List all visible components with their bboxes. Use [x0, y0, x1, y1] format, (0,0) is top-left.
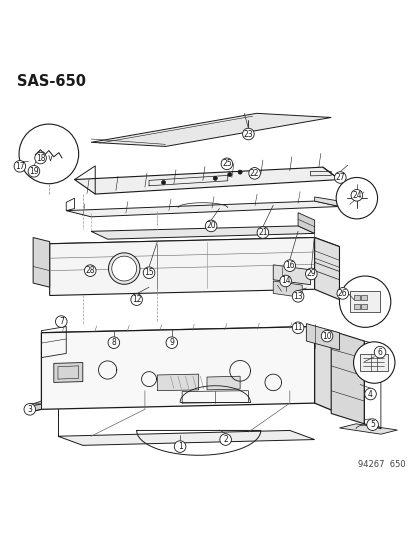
Circle shape — [28, 165, 40, 177]
Circle shape — [19, 124, 78, 184]
Circle shape — [166, 337, 177, 349]
Text: 27: 27 — [335, 173, 344, 182]
Text: 10: 10 — [321, 332, 331, 341]
Text: 4: 4 — [367, 390, 372, 399]
Polygon shape — [50, 238, 314, 295]
Circle shape — [292, 290, 303, 302]
Circle shape — [350, 190, 362, 201]
Circle shape — [227, 173, 231, 176]
Text: 15: 15 — [144, 268, 154, 277]
Polygon shape — [353, 295, 359, 301]
Polygon shape — [339, 424, 396, 434]
Text: 6: 6 — [377, 348, 382, 357]
Polygon shape — [314, 238, 339, 300]
Text: 9: 9 — [169, 338, 174, 347]
Circle shape — [55, 316, 67, 327]
Text: 3: 3 — [27, 405, 32, 414]
Circle shape — [161, 180, 165, 184]
Circle shape — [292, 322, 303, 334]
Circle shape — [335, 177, 377, 219]
Circle shape — [237, 170, 242, 174]
Circle shape — [248, 167, 260, 179]
Text: 18: 18 — [36, 154, 45, 163]
Circle shape — [108, 337, 119, 349]
Polygon shape — [29, 401, 41, 412]
Circle shape — [174, 441, 185, 453]
Polygon shape — [41, 327, 339, 344]
Polygon shape — [41, 327, 314, 409]
Polygon shape — [353, 304, 359, 309]
Polygon shape — [297, 213, 314, 233]
Text: 11: 11 — [293, 324, 302, 332]
Circle shape — [242, 128, 254, 140]
Text: 8: 8 — [111, 338, 116, 347]
Circle shape — [334, 172, 345, 183]
Circle shape — [353, 342, 394, 383]
Polygon shape — [66, 201, 339, 217]
Text: 24: 24 — [351, 191, 361, 200]
Text: 5: 5 — [369, 420, 374, 429]
Polygon shape — [360, 295, 366, 301]
Text: 23: 23 — [243, 130, 253, 139]
Text: 1: 1 — [177, 442, 182, 451]
Circle shape — [143, 267, 154, 279]
Circle shape — [366, 419, 377, 431]
Circle shape — [84, 265, 96, 277]
Circle shape — [279, 275, 291, 287]
Text: 14: 14 — [280, 277, 290, 286]
Polygon shape — [360, 304, 366, 309]
Circle shape — [364, 388, 375, 400]
Circle shape — [14, 160, 26, 172]
Circle shape — [205, 220, 216, 232]
Text: 25: 25 — [221, 159, 231, 168]
Circle shape — [336, 288, 348, 299]
Circle shape — [35, 152, 46, 164]
Circle shape — [320, 330, 332, 342]
Polygon shape — [273, 281, 301, 297]
Circle shape — [373, 346, 385, 358]
Polygon shape — [314, 327, 339, 414]
Polygon shape — [54, 362, 83, 382]
Text: 12: 12 — [132, 295, 141, 304]
Text: 28: 28 — [85, 266, 95, 275]
Circle shape — [305, 268, 316, 280]
Polygon shape — [91, 226, 314, 239]
Text: 29: 29 — [306, 270, 316, 278]
Circle shape — [221, 158, 232, 169]
Text: 16: 16 — [284, 261, 294, 270]
Text: 13: 13 — [292, 292, 302, 301]
Polygon shape — [33, 238, 50, 287]
Polygon shape — [349, 290, 379, 312]
Text: 7: 7 — [59, 317, 64, 326]
Polygon shape — [314, 197, 339, 206]
Polygon shape — [330, 330, 363, 424]
Polygon shape — [58, 431, 314, 446]
Polygon shape — [206, 376, 240, 390]
Circle shape — [256, 227, 268, 238]
Text: 22: 22 — [249, 169, 259, 178]
Polygon shape — [74, 167, 339, 194]
Circle shape — [24, 403, 36, 415]
Circle shape — [339, 276, 390, 327]
Circle shape — [131, 294, 142, 305]
Text: 94267  650: 94267 650 — [357, 459, 405, 469]
Circle shape — [219, 434, 231, 446]
Polygon shape — [359, 354, 387, 371]
Circle shape — [108, 253, 140, 284]
Polygon shape — [306, 324, 339, 350]
Text: 20: 20 — [206, 221, 216, 230]
Text: 17: 17 — [15, 162, 25, 171]
Polygon shape — [50, 238, 339, 254]
Circle shape — [213, 176, 217, 180]
Text: 19: 19 — [29, 167, 39, 176]
Circle shape — [112, 256, 136, 281]
Text: 21: 21 — [258, 228, 267, 237]
Text: SAS-650: SAS-650 — [17, 74, 85, 89]
Text: 26: 26 — [337, 289, 347, 298]
Polygon shape — [273, 265, 310, 285]
Polygon shape — [91, 114, 330, 147]
Polygon shape — [157, 374, 198, 391]
Circle shape — [283, 260, 295, 271]
Text: 2: 2 — [223, 435, 228, 444]
